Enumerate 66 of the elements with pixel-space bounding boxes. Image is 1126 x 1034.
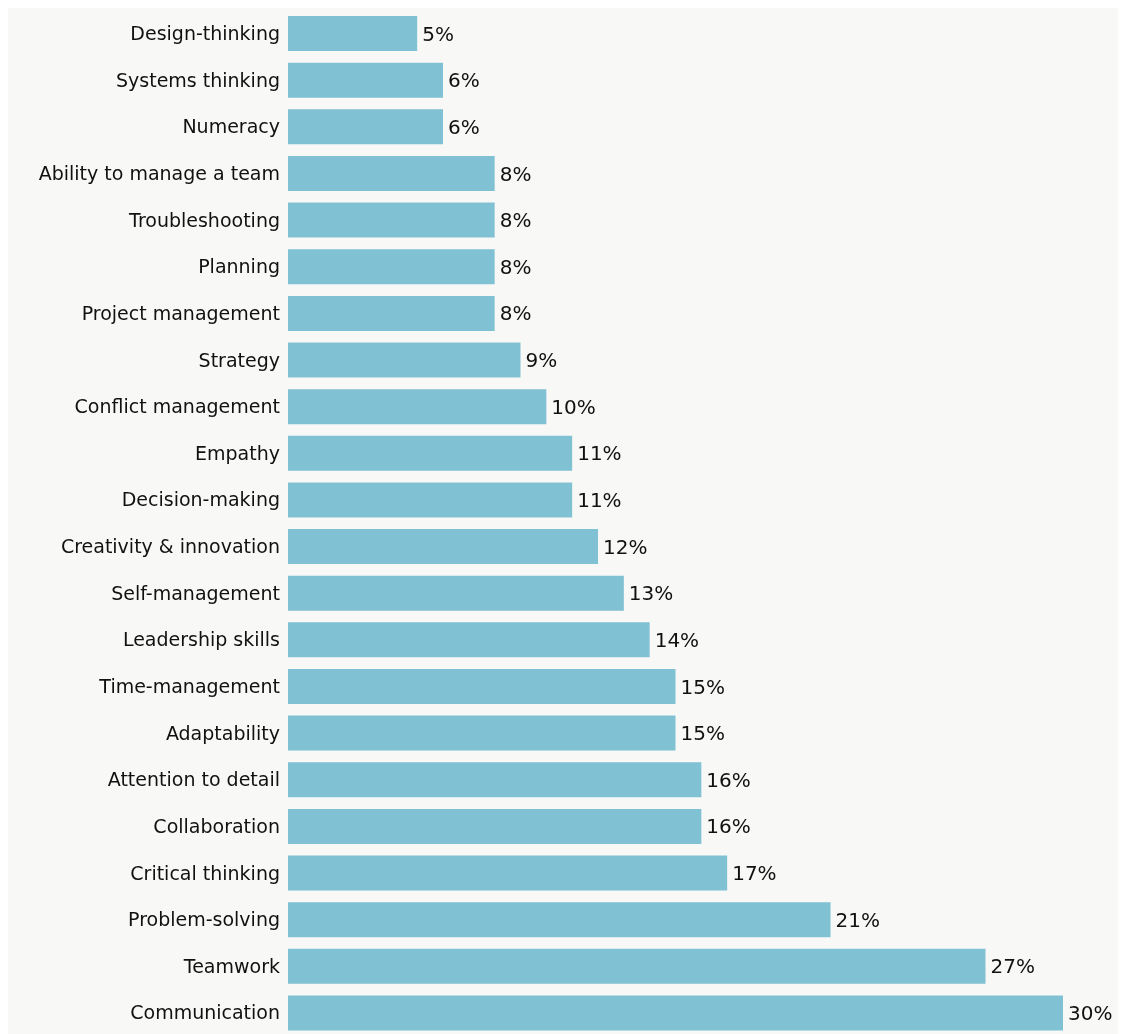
bar xyxy=(288,808,702,844)
y-tick-label: Leadership skills xyxy=(122,628,280,651)
data-label: 21% xyxy=(835,907,880,932)
y-tick-label: Collaboration xyxy=(153,814,280,837)
data-label: 11% xyxy=(577,488,622,513)
data-label: 8% xyxy=(499,254,532,279)
data-label: 8% xyxy=(499,208,532,233)
y-tick-label: Planning xyxy=(198,255,280,278)
bar xyxy=(288,715,676,751)
bar xyxy=(288,249,495,285)
data-label: 10% xyxy=(551,394,596,419)
data-label: 11% xyxy=(577,441,622,466)
data-label: 27% xyxy=(990,954,1035,979)
y-tick-label: Adaptability xyxy=(165,721,280,744)
y-tick-label: Time-management xyxy=(98,674,280,697)
data-label: 16% xyxy=(706,767,751,792)
bar xyxy=(288,668,676,704)
bar xyxy=(288,435,573,471)
data-label: 17% xyxy=(732,861,777,886)
y-tick-label: Systems thinking xyxy=(116,68,280,91)
y-tick-label: Empathy xyxy=(195,441,280,464)
data-label: 13% xyxy=(628,581,674,606)
bar xyxy=(288,575,624,611)
bar xyxy=(288,948,986,984)
y-tick-label: Communication xyxy=(130,1001,280,1024)
y-tick-label: Creativity & innovation xyxy=(60,535,280,558)
data-label: 30% xyxy=(1068,1001,1113,1026)
y-tick-label: Strategy xyxy=(198,348,280,371)
bar xyxy=(288,342,521,378)
bar xyxy=(288,155,495,191)
bar xyxy=(288,529,598,565)
data-label: 12% xyxy=(603,534,648,559)
bar xyxy=(288,16,418,52)
data-label: 15% xyxy=(680,674,725,699)
bar xyxy=(288,855,728,891)
bar xyxy=(288,902,831,938)
data-label: 16% xyxy=(706,814,751,839)
data-label: 9% xyxy=(525,348,558,373)
data-label: 5% xyxy=(422,21,454,46)
y-tick-label: Numeracy xyxy=(182,115,280,138)
data-label: 8% xyxy=(499,301,532,326)
bar xyxy=(288,202,495,238)
y-tick-label: Design-thinking xyxy=(130,22,280,45)
y-tick-label: Teamwork xyxy=(182,954,280,977)
y-tick-label: Troubleshooting xyxy=(128,208,280,231)
data-label: 6% xyxy=(448,114,480,139)
y-tick-label: Self-management xyxy=(111,581,280,604)
y-tick-label: Attention to detail xyxy=(107,768,280,791)
bar xyxy=(288,482,573,518)
data-label: 15% xyxy=(680,721,725,746)
bar xyxy=(288,389,547,425)
data-label: 8% xyxy=(499,161,532,186)
bar xyxy=(288,762,702,798)
y-tick-label: Ability to manage a team xyxy=(38,161,280,184)
bar xyxy=(288,109,443,145)
y-tick-label: Decision-making xyxy=(121,488,280,511)
bar xyxy=(288,295,495,331)
data-label: 6% xyxy=(448,68,480,93)
bar xyxy=(288,62,443,98)
bar xyxy=(288,995,1063,1031)
y-tick-label: Critical thinking xyxy=(130,861,280,884)
bar xyxy=(288,622,650,658)
y-tick-label: Project management xyxy=(81,301,280,324)
y-tick-label: Problem-solving xyxy=(128,908,280,931)
data-label: 14% xyxy=(654,627,700,652)
y-tick-label: Conflict management xyxy=(74,395,280,418)
